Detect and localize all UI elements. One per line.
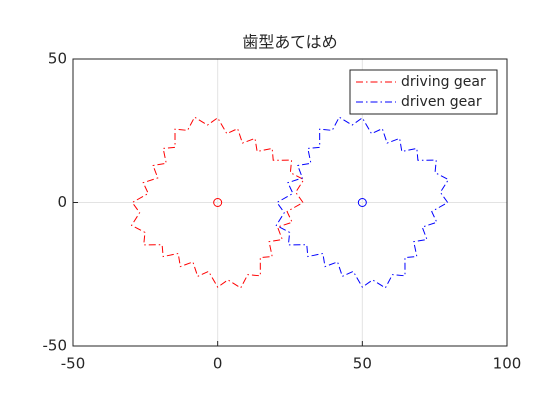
gear-center bbox=[357, 198, 367, 207]
legend-box bbox=[349, 69, 498, 115]
chart-title: 歯型あてはめ bbox=[242, 33, 337, 52]
legend-label: driving gear bbox=[401, 74, 486, 90]
y-tick-label: 0 bbox=[57, 193, 67, 211]
legend: driving gear driven gear bbox=[349, 69, 498, 115]
plot-frame bbox=[72, 58, 508, 347]
gear-center bbox=[213, 198, 223, 207]
y-tick-label: -50 bbox=[43, 337, 68, 355]
x-tick-label: -50 bbox=[61, 355, 86, 373]
legend-label: driven gear bbox=[401, 94, 482, 110]
y-tick-label: 50 bbox=[48, 50, 67, 68]
x-tick-label: 100 bbox=[493, 355, 522, 373]
x-tick-label: 0 bbox=[213, 355, 223, 373]
x-tick-label: 50 bbox=[353, 355, 372, 373]
